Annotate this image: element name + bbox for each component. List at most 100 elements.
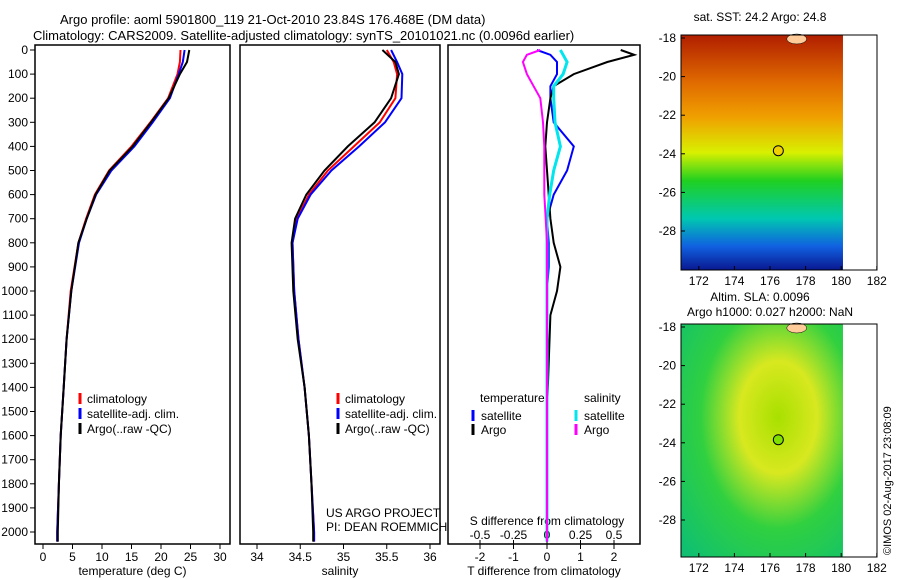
map-x-tick-label: 180	[831, 561, 851, 575]
profile-line-argo-raw-qc-	[290, 49, 400, 542]
legend-label: Argo	[584, 423, 610, 437]
map-y-tick-label: -24	[659, 436, 677, 450]
legend-label: satellite-adj. clim.	[345, 407, 437, 421]
map-frame	[680, 34, 878, 271]
y-tick-label: 1200	[1, 332, 28, 346]
y-tick-label: 1000	[1, 284, 28, 298]
y-tick-label: 900	[8, 260, 28, 274]
y-tick-label: 1700	[1, 453, 28, 467]
x-tick-label: 30	[213, 550, 227, 564]
y-tick-label: 200	[8, 91, 28, 105]
y-tick-label: 1400	[1, 380, 28, 394]
x2-tick-label: 0.5	[606, 528, 623, 542]
credit-label: ©IMOS 02-Aug-2017 23:08:09	[882, 406, 894, 555]
map-y-tick-label: -22	[659, 108, 677, 122]
map-y-tick-label: -24	[659, 147, 677, 161]
x2-tick-label: -0.5	[470, 528, 491, 542]
x-tick-label: 34	[250, 550, 264, 564]
x-tick-label: 35	[337, 550, 351, 564]
y-tick-label: 100	[8, 67, 28, 81]
x-tick-label: 25	[184, 550, 198, 564]
pi-label: PI: DEAN ROEMMICH	[326, 520, 448, 534]
profile-line-argo-raw-qc-	[56, 49, 191, 542]
profile-line-climatology	[291, 49, 399, 542]
legend-label: Argo	[481, 423, 507, 437]
map-x-tick-label: 178	[796, 561, 816, 575]
profile-line-salinity-argo	[521, 49, 548, 542]
float-position-marker	[772, 145, 784, 157]
profile-line-salinity-satellite	[545, 49, 569, 542]
land-patch	[786, 322, 807, 334]
figure-title-line2: Climatology: CARS2009. Satellite-adjuste…	[33, 28, 575, 43]
map-y-tick-label: -20	[659, 70, 677, 84]
panel-frame-0	[34, 44, 231, 545]
map-x-tick-label: 172	[689, 274, 709, 288]
sla-map-title-2: Argo h1000: 0.027 h2000: NaN	[686, 305, 854, 319]
profile-line-temperature-argo	[544, 49, 638, 542]
x-tick-label: 15	[125, 550, 139, 564]
figure-title-line1: Argo profile: aoml 5901800_119 21-Oct-20…	[60, 12, 486, 27]
y-tick-label: 2000	[1, 525, 28, 539]
legend-label: Argo(..raw -QC)	[345, 422, 430, 436]
panel-frame-2	[447, 44, 641, 545]
x2-tick-label: -0.25	[500, 528, 528, 542]
project-label: US ARGO PROJECT	[326, 506, 441, 520]
x-tick-label: 20	[154, 550, 168, 564]
y-tick-label: 1900	[1, 501, 28, 515]
profile-line-satellite-adj-clim-	[56, 49, 186, 542]
map-field	[681, 324, 843, 557]
y-tick-label: 400	[8, 139, 28, 153]
x-tick-label: 2	[611, 550, 618, 564]
map-y-tick-label: -28	[659, 224, 677, 238]
map-x-tick-label: 182	[867, 561, 887, 575]
map-y-tick-label: -18	[659, 320, 677, 334]
sla-map-title-1: Altim. SLA: 0.0096	[710, 290, 810, 304]
map-y-tick-label: -22	[659, 397, 677, 411]
map-y-tick-label: -20	[659, 359, 677, 373]
legend-title: temperature	[480, 391, 545, 405]
map-y-tick-label: -28	[659, 513, 677, 527]
x-tick-label: 36	[423, 550, 437, 564]
map-field	[681, 35, 843, 270]
y-tick-label: 1800	[1, 477, 28, 491]
legend-label: satellite	[584, 409, 625, 423]
x-axis-label: salinity	[322, 564, 359, 578]
legend-label: satellite-adj. clim.	[87, 407, 179, 421]
map-x-tick-label: 180	[831, 274, 851, 288]
y-tick-label: 500	[8, 164, 28, 178]
map-x-tick-label: 172	[689, 561, 709, 575]
x-axis-label: T difference from climatology	[467, 564, 621, 578]
x-tick-label: 0	[544, 550, 551, 564]
x-axis-label: temperature (deg C)	[78, 564, 186, 578]
map-y-tick-label: -18	[659, 31, 677, 45]
legend-label: climatology	[345, 392, 405, 406]
map-x-tick-label: 174	[724, 274, 744, 288]
map-x-tick-label: 176	[760, 561, 780, 575]
map-x-tick-label: 178	[796, 274, 816, 288]
y-tick-label: 1300	[1, 356, 28, 370]
x-tick-label: 1	[577, 550, 584, 564]
x-tick-label: -2	[475, 550, 486, 564]
panel-frame-1	[239, 44, 441, 545]
legend-title: salinity	[584, 391, 621, 405]
x-tick-label: 10	[95, 550, 109, 564]
legend-label: Argo(..raw -QC)	[87, 422, 172, 436]
x-tick-label: -1	[508, 550, 519, 564]
land-patch	[786, 33, 807, 45]
x-tick-label: 35.5	[375, 550, 399, 564]
y-tick-label: 0	[21, 43, 28, 57]
sst-map-title: sat. SST: 24.2 Argo: 24.8	[693, 10, 827, 24]
y-tick-label: 700	[8, 212, 28, 226]
y-tick-label: 1500	[1, 405, 28, 419]
x2-tick-label: 0.25	[569, 528, 593, 542]
x-tick-label: 5	[69, 550, 76, 564]
map-frame	[680, 323, 878, 558]
float-position-marker	[772, 434, 784, 446]
y-tick-label: 1100	[2, 308, 28, 322]
map-y-tick-label: -26	[659, 185, 677, 199]
profile-line-climatology	[56, 49, 182, 542]
map-y-tick-label: -26	[659, 474, 677, 488]
y-tick-label: 1600	[1, 429, 28, 443]
